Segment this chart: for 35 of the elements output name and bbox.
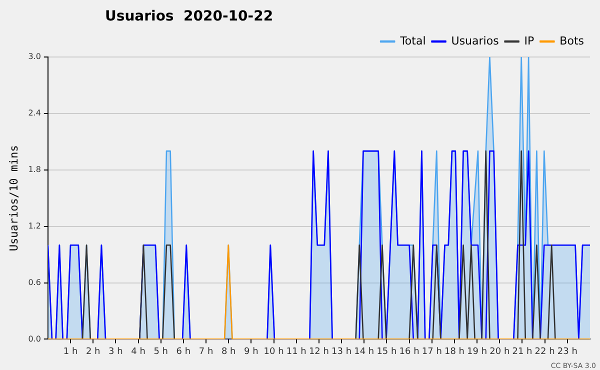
x-tick-label: 22 h (534, 346, 555, 357)
x-tick-label: 14 h (354, 346, 374, 357)
x-tick-label: 6 h (176, 346, 191, 357)
y-axis-title: Usuarios/10 mins (7, 145, 20, 252)
legend-label: Usuarios (451, 34, 500, 48)
x-tick-label: 23 h (557, 346, 578, 357)
y-tick-label: 1.2 (28, 221, 41, 230)
y-tick-label: 1.8 (28, 164, 41, 174)
x-tick-label: 11 h (286, 346, 306, 357)
x-tick-label: 8 h (221, 346, 236, 357)
x-tick-label: 21 h (512, 346, 532, 357)
y-tick-label: 2.4 (28, 108, 41, 118)
x-tick-label: 9 h (244, 346, 258, 357)
x-tick-label: 3 h (108, 346, 123, 357)
x-tick-label: 12 h (308, 346, 329, 357)
y-tick-label: 0.6 (28, 278, 41, 287)
x-tick-label: 7 h (198, 346, 214, 357)
x-tick-label: 2 h (86, 346, 100, 357)
legend-label: Total (399, 34, 426, 48)
legend-label: IP (524, 34, 535, 48)
x-tick-label: 15 h (376, 346, 397, 357)
x-tick-label: 18 h (444, 346, 464, 357)
x-tick-label: 5 h (154, 346, 168, 357)
x-tick-label: 17 h (422, 346, 442, 357)
x-tick-label: 4 h (131, 346, 146, 357)
x-tick-label: 10 h (264, 346, 284, 357)
x-tick-label: 16 h (399, 346, 420, 357)
x-tick-label: 19 h (467, 346, 488, 357)
legend-label: Bots (560, 34, 584, 48)
x-tick-label: 13 h (332, 346, 352, 357)
y-tick-label: 3.0 (28, 52, 41, 62)
y-tick-label: 0.0 (28, 334, 41, 344)
x-tick-label: 20 h (490, 346, 510, 357)
chart-title: Usuarios 2020-10-22 (105, 8, 274, 25)
x-tick-label: 1 h (63, 346, 78, 357)
